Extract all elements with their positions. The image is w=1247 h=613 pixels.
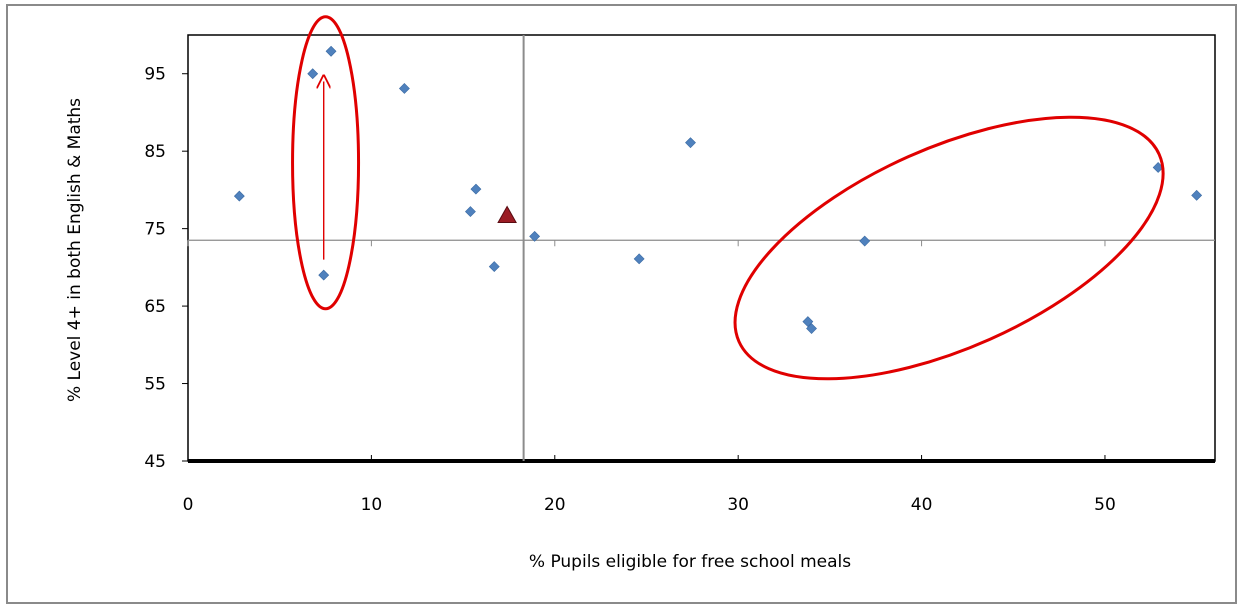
diamond-point — [806, 323, 817, 334]
y-axis-title: % Level 4+ in both English & Maths — [65, 98, 85, 402]
diamond-point — [470, 183, 482, 195]
triangle-point — [497, 205, 517, 223]
x-tick-label: 10 — [361, 495, 383, 515]
y-tick-label: 55 — [144, 375, 166, 395]
diamond-point — [465, 206, 476, 218]
diamond-point — [233, 190, 245, 202]
y-tick-label: 65 — [144, 297, 166, 317]
x-tick-label: 50 — [1094, 495, 1116, 515]
diamond-point — [307, 68, 319, 80]
x-tick-label: 20 — [544, 495, 566, 515]
diamond-point — [325, 45, 337, 57]
diamond-point — [318, 269, 330, 281]
x-tick-label: 40 — [911, 495, 933, 515]
highlight-ellipse-left — [291, 15, 361, 311]
x-axis-title: % Pupils eligible for free school meals — [529, 552, 851, 572]
diamond-point — [529, 230, 541, 242]
y-tick-label: 45 — [144, 452, 166, 472]
y-tick-label: 85 — [144, 142, 166, 162]
highlight-ellipse-right — [733, 115, 1165, 381]
reference-lines — [187, 35, 1215, 461]
diamond-point — [859, 235, 871, 247]
x-tick-label: 30 — [727, 495, 749, 515]
diamond-point — [802, 316, 814, 328]
y-ticks: 45 55 65 75 85 95 — [144, 65, 188, 472]
data-points — [233, 45, 1203, 334]
x-tick-label: 0 — [183, 495, 194, 515]
diamond-point — [633, 253, 645, 265]
plot-area — [187, 34, 1216, 462]
y-tick-label: 95 — [144, 65, 166, 85]
diamond-point — [685, 137, 696, 149]
annotations — [291, 15, 1165, 381]
diamond-point — [398, 83, 410, 94]
diamond-point — [488, 261, 500, 273]
x-ticks: 0 10 20 30 40 50 — [183, 455, 1116, 515]
diamond-point — [1191, 189, 1203, 201]
y-tick-label: 75 — [144, 220, 166, 240]
